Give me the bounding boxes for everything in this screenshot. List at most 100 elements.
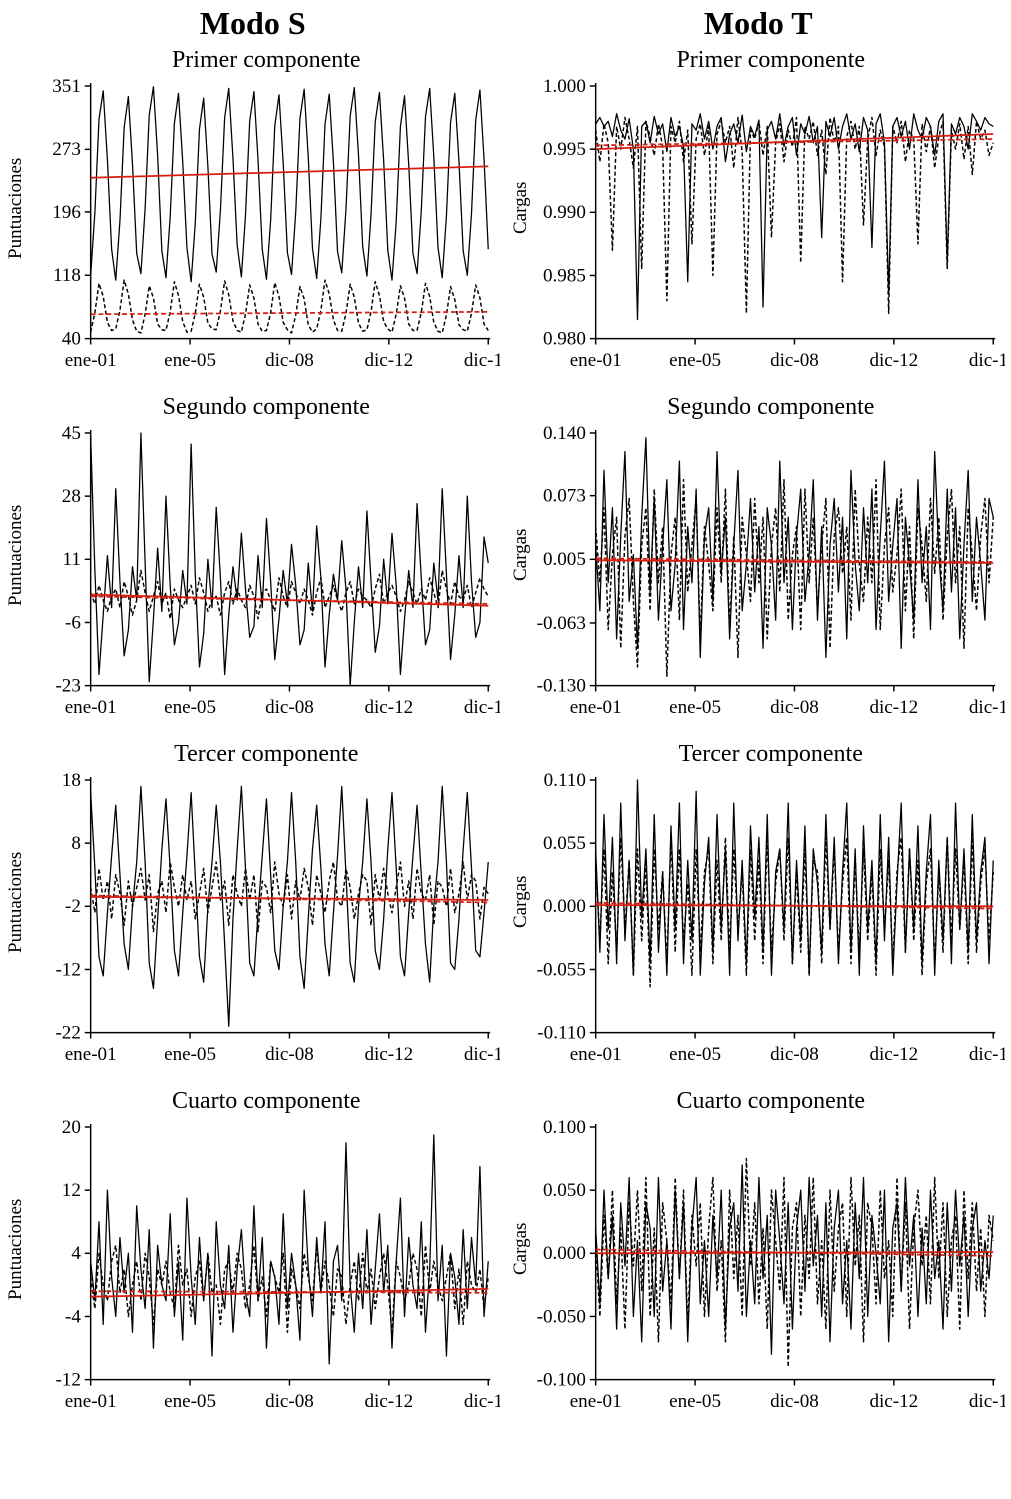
y-axis-label: Cargas: [509, 528, 531, 582]
svg-text:0.005: 0.005: [542, 549, 585, 570]
svg-text:8: 8: [71, 833, 81, 854]
svg-text:-4: -4: [65, 1307, 81, 1328]
svg-text:0.985: 0.985: [542, 266, 585, 287]
chart-title: Segundo componente: [162, 394, 370, 421]
svg-text:0.110: 0.110: [543, 770, 585, 791]
svg-text:dic-08: dic-08: [770, 350, 819, 371]
svg-text:0.000: 0.000: [542, 1243, 585, 1264]
svg-text:ene-01: ene-01: [569, 350, 621, 371]
svg-text:dic-08: dic-08: [770, 1044, 819, 1065]
chart-title: Cuarto componente: [676, 1088, 866, 1115]
svg-text:dic-08: dic-08: [265, 1391, 314, 1412]
figure-grid: Primer componente Puntuaciones 351 273 196…: [0, 41, 1011, 1419]
svg-text:-0.100: -0.100: [536, 1370, 585, 1391]
svg-text:-2: -2: [65, 896, 81, 917]
svg-text:ene-01: ene-01: [65, 1391, 117, 1412]
svg-text:dic-16: dic-16: [464, 350, 500, 371]
svg-text:0.980: 0.980: [542, 329, 585, 350]
svg-text:-12: -12: [55, 960, 80, 981]
svg-text:dic-12: dic-12: [364, 1044, 413, 1065]
svg-text:0.995: 0.995: [542, 139, 585, 160]
chart-title: Primer componente: [171, 47, 361, 74]
svg-text:ene-05: ene-05: [164, 1044, 216, 1065]
svg-text:ene-05: ene-05: [164, 1391, 216, 1412]
svg-text:dic-16: dic-16: [968, 350, 1004, 371]
column-headers: Modo S Modo T: [0, 0, 1011, 41]
svg-text:-0.130: -0.130: [536, 676, 585, 697]
svg-text:-12: -12: [55, 1370, 80, 1391]
svg-text:ene-01: ene-01: [65, 350, 117, 371]
svg-text:dic-08: dic-08: [265, 350, 314, 371]
y-axis-label: Puntuaciones: [5, 1198, 26, 1300]
svg-text:dic-12: dic-12: [364, 350, 413, 371]
svg-text:-23: -23: [55, 676, 80, 697]
chart-panel-t-primer: Primer componente Cargas 1.000 0.995 0.990…: [509, 43, 1008, 378]
svg-text:196: 196: [52, 202, 81, 223]
svg-text:dic-16: dic-16: [968, 1391, 1004, 1412]
svg-text:11: 11: [63, 549, 81, 570]
svg-text:ene-01: ene-01: [569, 1391, 621, 1412]
svg-text:ene-05: ene-05: [164, 697, 216, 718]
svg-text:0.990: 0.990: [542, 202, 585, 223]
svg-text:ene-01: ene-01: [569, 1044, 621, 1065]
svg-text:ene-01: ene-01: [569, 697, 621, 718]
svg-text:dic-16: dic-16: [464, 1044, 500, 1065]
chart-title: Segundo componente: [667, 394, 875, 421]
svg-text:dic-16: dic-16: [968, 697, 1004, 718]
y-axis-label: Puntuaciones: [5, 504, 26, 606]
svg-text:dic-08: dic-08: [770, 1391, 819, 1412]
chart-panel-s-primer: Primer componente Puntuaciones 351 273 196…: [4, 43, 503, 378]
svg-text:dic-12: dic-12: [364, 697, 413, 718]
y-axis-label: Puntuaciones: [5, 157, 26, 259]
svg-text:ene-01: ene-01: [65, 1044, 117, 1065]
svg-text:dic-08: dic-08: [265, 1044, 314, 1065]
svg-text:20: 20: [62, 1117, 81, 1138]
svg-text:dic-12: dic-12: [364, 1391, 413, 1412]
svg-text:dic-16: dic-16: [464, 697, 500, 718]
svg-text:dic-12: dic-12: [869, 697, 918, 718]
svg-text:0.055: 0.055: [542, 833, 585, 854]
svg-text:dic-12: dic-12: [869, 1391, 918, 1412]
svg-text:-0.063: -0.063: [536, 613, 585, 634]
chart-panel-t-cuarto: Cuarto componente Cargas 0.100 0.050 0.000…: [509, 1084, 1008, 1419]
svg-text:0.140: 0.140: [542, 423, 585, 444]
svg-text:4: 4: [71, 1243, 81, 1264]
column-title-modo-t: Modo T: [703, 5, 813, 41]
svg-text:-22: -22: [55, 1023, 80, 1044]
svg-text:ene-05: ene-05: [669, 350, 721, 371]
svg-text:40: 40: [62, 329, 81, 350]
svg-text:0.100: 0.100: [542, 1117, 585, 1138]
svg-text:0.073: 0.073: [542, 486, 585, 507]
svg-text:dic-16: dic-16: [968, 1044, 1004, 1065]
svg-text:0.000: 0.000: [542, 896, 585, 917]
svg-text:ene-01: ene-01: [65, 697, 117, 718]
y-axis-label: Puntuaciones: [5, 851, 26, 953]
svg-text:12: 12: [62, 1180, 81, 1201]
svg-text:ene-05: ene-05: [669, 697, 721, 718]
svg-text:-0.055: -0.055: [536, 960, 585, 981]
chart-title: Tercer componente: [678, 741, 863, 768]
svg-text:ene-05: ene-05: [669, 1044, 721, 1065]
chart-title: Cuarto componente: [171, 1088, 361, 1115]
svg-text:273: 273: [52, 139, 81, 160]
svg-text:ene-05: ene-05: [164, 350, 216, 371]
svg-text:dic-12: dic-12: [869, 350, 918, 371]
svg-text:dic-08: dic-08: [770, 697, 819, 718]
svg-text:dic-08: dic-08: [265, 697, 314, 718]
chart-panel-s-cuarto: Cuarto componente Puntuaciones 20 12 4 -4 -1…: [4, 1084, 503, 1419]
svg-text:1.000: 1.000: [542, 76, 585, 97]
svg-text:0.050: 0.050: [542, 1180, 585, 1201]
y-axis-label: Cargas: [509, 875, 531, 929]
svg-text:18: 18: [62, 770, 81, 791]
svg-text:-0.110: -0.110: [537, 1023, 586, 1044]
chart-panel-s-tercer: Tercer componente Puntuaciones 18 8 -2 -12 -…: [4, 737, 503, 1072]
svg-text:-6: -6: [65, 613, 81, 634]
